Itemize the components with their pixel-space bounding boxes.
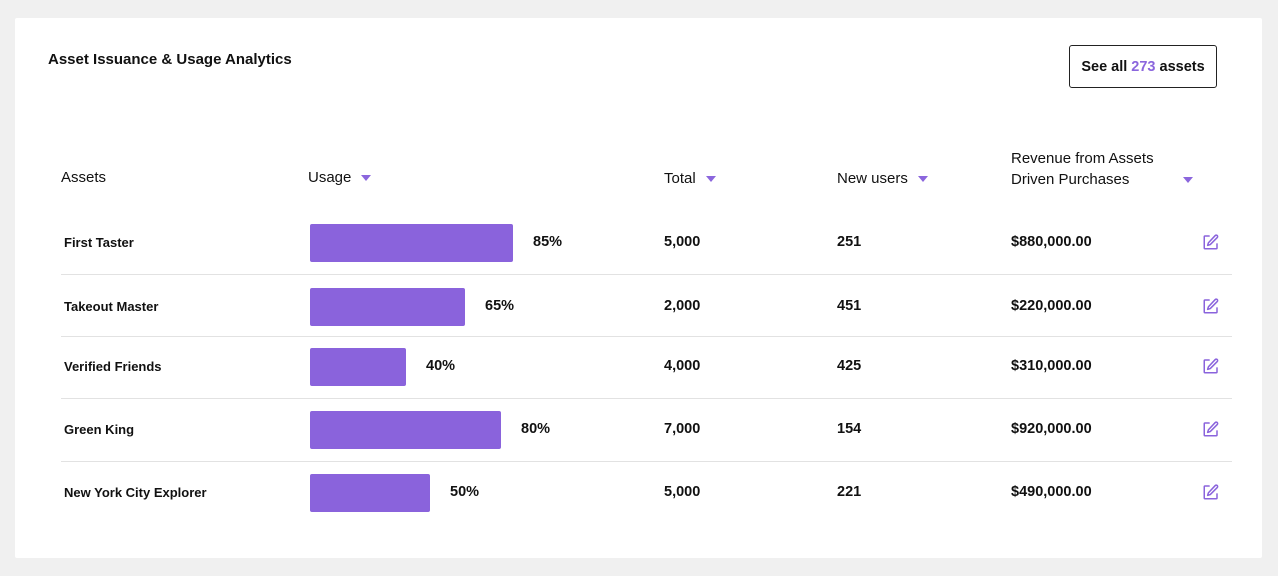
header-usage[interactable]: Usage [308, 169, 372, 186]
table-row: First Taster 85% 5,000 251 $880,000.00 [61, 212, 1232, 275]
new-users-value: 221 [837, 484, 862, 500]
header-revenue-line1: Revenue from Assets [1011, 150, 1154, 167]
usage-percent: 85% [533, 234, 563, 250]
new-users-value: 154 [837, 421, 862, 437]
header-usage-label: Usage [308, 169, 352, 186]
usage-bar [310, 411, 501, 449]
header-assets-label: Assets [61, 169, 107, 186]
table-row: Takeout Master 65% 2,000 451 $220,000.00 [61, 274, 1232, 337]
usage-percent: 65% [485, 298, 515, 314]
total-value: 5,000 [664, 234, 701, 250]
revenue-value: $880,000.00 [1011, 234, 1092, 250]
usage-percent: 40% [426, 358, 456, 374]
total-value: 5,000 [664, 484, 701, 500]
header-assets: Assets [61, 169, 106, 186]
total-value: 7,000 [664, 421, 701, 437]
usage-bar [310, 224, 513, 262]
usage-percent: 80% [521, 421, 551, 437]
header-new-users[interactable]: New users [837, 170, 928, 187]
usage-percent: 50% [450, 484, 480, 500]
analytics-card: Asset Issuance & Usage Analytics See all… [15, 18, 1262, 558]
asset-count: 273 [1131, 58, 1156, 75]
edit-icon[interactable] [1202, 483, 1220, 501]
table-row: Verified Friends 40% 4,000 425 $310,000.00 [61, 336, 1232, 399]
edit-icon[interactable] [1202, 357, 1220, 375]
header-revenue[interactable]: Revenue from Assets Driven Purchases [1011, 148, 1154, 190]
usage-bar [310, 348, 406, 386]
revenue-value: $490,000.00 [1011, 484, 1092, 500]
see-all-suffix: assets [1159, 58, 1205, 75]
revenue-value: $220,000.00 [1011, 298, 1092, 314]
asset-name: First Taster [64, 235, 134, 250]
see-all-prefix: See all [1081, 58, 1128, 75]
total-value: 4,000 [664, 358, 701, 374]
usage-bar [310, 474, 430, 512]
header-revenue-line2: Driven Purchases [1011, 171, 1130, 188]
revenue-value: $920,000.00 [1011, 421, 1092, 437]
table-row: New York City Explorer 50% 5,000 221 $490,00… [61, 461, 1232, 523]
edit-icon[interactable] [1202, 233, 1220, 251]
caret-down-icon[interactable] [1183, 177, 1193, 183]
new-users-value: 451 [837, 298, 862, 314]
asset-name: Green King [64, 422, 135, 437]
asset-name: Takeout Master [64, 299, 159, 314]
total-value: 2,000 [664, 298, 701, 314]
revenue-value: $310,000.00 [1011, 358, 1092, 374]
see-all-assets-button[interactable]: See all 273 assets [1069, 45, 1217, 88]
header-total[interactable]: Total [664, 170, 716, 187]
asset-name: New York City Explorer [64, 485, 207, 500]
asset-name: Verified Friends [64, 359, 162, 374]
caret-down-icon[interactable] [361, 174, 372, 181]
edit-icon[interactable] [1202, 297, 1220, 315]
caret-down-icon[interactable] [705, 175, 716, 182]
table-row: Green King 80% 7,000 154 $920,000.00 [61, 399, 1232, 462]
card-title: Asset Issuance & Usage Analytics [48, 51, 292, 68]
usage-bar [310, 288, 465, 326]
header-total-label: Total [664, 170, 696, 187]
new-users-value: 251 [837, 234, 862, 250]
new-users-value: 425 [837, 358, 862, 374]
edit-icon[interactable] [1202, 420, 1220, 438]
header-new-users-label: New users [837, 170, 908, 187]
caret-down-icon[interactable] [917, 175, 928, 182]
